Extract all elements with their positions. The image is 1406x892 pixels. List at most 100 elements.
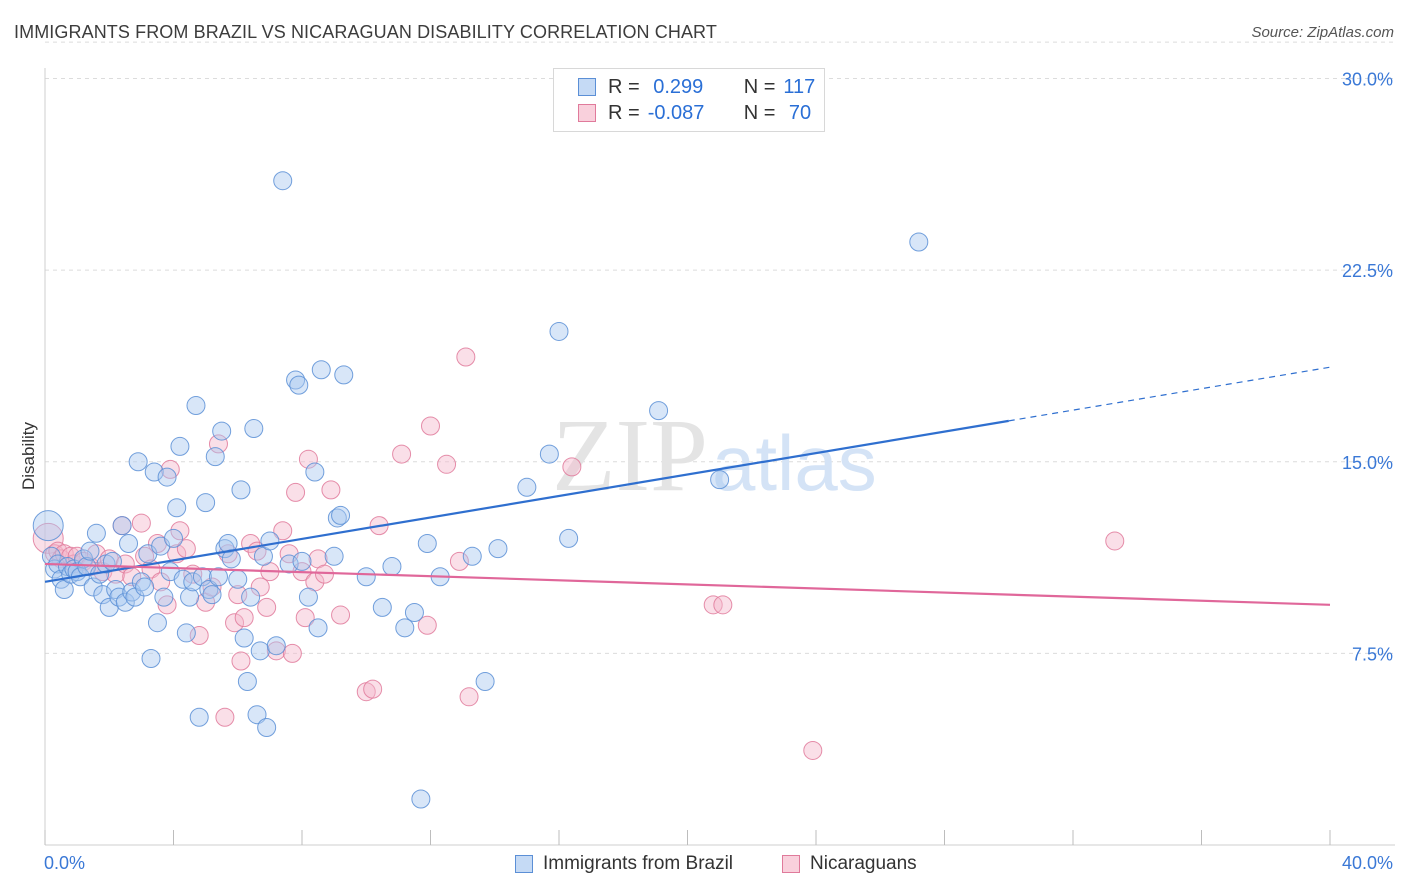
grid-layer: 7.5% 15.0% 22.5% 30.0%: [45, 41, 1395, 664]
y-tick-label: 7.5%: [1352, 644, 1393, 664]
brazil-point: [250, 641, 270, 661]
nicaraguans-point: [286, 482, 306, 502]
brazil-point: [404, 602, 424, 622]
nicaraguans-point: [273, 521, 293, 541]
legend-row-nicaraguans: R = -0.087 N = 70: [578, 101, 811, 125]
nicaraguans-point: [713, 595, 733, 615]
watermark: ZIP atlas: [552, 398, 877, 513]
brazil-point: [475, 671, 495, 691]
bottom-legend-swatch-brazil: [515, 855, 533, 873]
y-tick-label: 22.5%: [1342, 261, 1393, 281]
nicaraguans-point: [234, 608, 254, 628]
nicaraguans-point: [421, 416, 440, 436]
nicaraguans-point: [32, 522, 64, 554]
nicaraguans-point: [282, 643, 302, 663]
brazil-point: [128, 452, 148, 472]
brazil-point: [106, 580, 126, 599]
brazil-point: [212, 421, 232, 441]
brazil-point: [164, 528, 183, 548]
brazil-point: [244, 419, 264, 439]
legend-r-value: 0.299: [647, 75, 704, 98]
brazil-point: [176, 623, 196, 643]
brazil-point: [266, 636, 286, 656]
brazil-point: [231, 480, 251, 500]
nicaraguans-point: [456, 347, 476, 367]
nicaraguans-point: [202, 577, 222, 597]
brazil-point: [154, 587, 174, 607]
chart-title: IMMIGRANTS FROM BRAZIL VS NICARAGUAN DIS…: [14, 22, 717, 42]
brazil-point: [488, 539, 508, 559]
nicaraguans-point: [703, 595, 723, 615]
brazil-point: [109, 587, 129, 607]
nicaraguans-point: [170, 521, 190, 541]
brazil-point: [119, 534, 139, 554]
bottom-legend-nicaraguans: Nicaraguans: [782, 852, 917, 876]
brazil-points: [32, 171, 929, 809]
nicaraguans-point: [437, 454, 457, 474]
nicaraguans-point: [160, 459, 180, 479]
brazil-point: [305, 462, 325, 482]
legend-swatch-nicaraguans: [578, 104, 596, 122]
brazil-point: [170, 436, 190, 456]
brazil-point: [144, 462, 164, 482]
nicaraguans-point: [331, 605, 351, 625]
brazil-point: [183, 572, 203, 592]
bottom-legend-brazil: Immigrants from Brazil: [515, 852, 733, 876]
nicaraguans-point: [298, 449, 318, 469]
brazil-point: [131, 572, 151, 592]
brazil-point: [115, 592, 135, 612]
nicaraguans-point: [392, 444, 412, 464]
brazil-point: [93, 585, 113, 605]
legend-n-label: N =: [743, 101, 776, 124]
nicaraguans-point: [417, 615, 437, 635]
legend-r-value: -0.087: [647, 101, 705, 124]
brazil-point: [549, 321, 569, 341]
brazil-trend-line: [44, 419, 1009, 583]
brazil-point: [186, 396, 206, 416]
watermark-atlas: atlas: [712, 419, 877, 507]
brazil-point: [237, 671, 257, 691]
nicaraguans-trend-line: [44, 562, 1331, 606]
nicaraguans-point: [250, 577, 270, 597]
brazil-point: [356, 567, 376, 587]
brazil-point: [80, 541, 100, 561]
x-tick-label: 40.0%: [1342, 853, 1393, 873]
brazil-point: [234, 628, 254, 648]
brazil-point: [41, 546, 61, 566]
legend-r-label: R =: [608, 101, 640, 124]
legend-swatch-brazil: [578, 78, 596, 96]
nicaraguans-point: [295, 608, 315, 628]
brazil-point: [157, 467, 177, 487]
brazil-point: [311, 360, 331, 380]
brazil-point: [382, 557, 402, 577]
brazil-point: [710, 470, 730, 490]
nicaraguans-point: [266, 641, 286, 661]
trend-layer: [44, 366, 1331, 606]
brazil-point: [331, 505, 351, 525]
brazil-point: [273, 171, 293, 191]
brazil-point: [135, 577, 155, 597]
legend-n-value: 70: [783, 101, 812, 124]
nicaraguans-point: [225, 613, 245, 633]
brazil-trend-extension: [1008, 366, 1331, 422]
brazil-point: [192, 567, 212, 587]
axis-layer: 0.0% 40.0%: [44, 68, 1395, 873]
brazil-point: [196, 493, 216, 513]
brazil-point: [286, 370, 306, 390]
brazil-point: [241, 587, 261, 607]
legend-r-label: R =: [608, 75, 640, 98]
brazil-point: [112, 516, 132, 536]
legend-row-brazil: R = 0.299 N = 117: [578, 75, 815, 99]
brazil-point: [292, 551, 312, 571]
brazil-point: [167, 498, 187, 518]
y-axis-label: Disability: [19, 421, 38, 490]
brazil-point: [649, 401, 669, 421]
brazil-point: [122, 582, 142, 602]
brazil-point: [308, 618, 328, 638]
nicaraguans-point: [1105, 531, 1125, 551]
brazil-point: [411, 789, 431, 809]
watermark-zip: ZIP: [552, 398, 708, 513]
nicaraguans-point: [231, 651, 251, 671]
brazil-point: [147, 613, 167, 633]
